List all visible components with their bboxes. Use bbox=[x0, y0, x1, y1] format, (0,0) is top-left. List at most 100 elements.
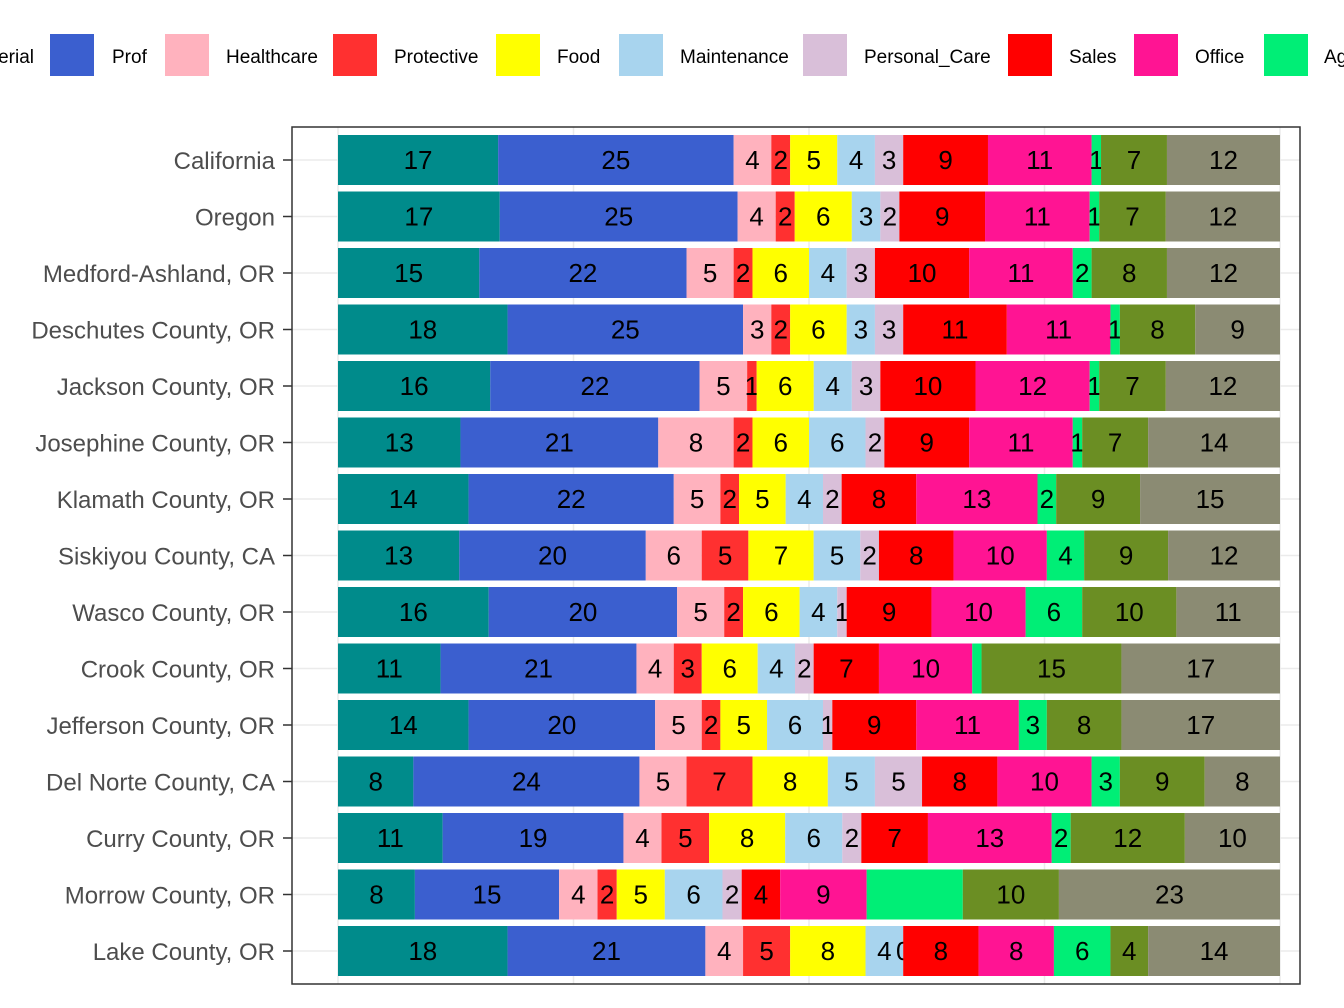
category-label: Jefferson County, OR bbox=[46, 713, 275, 740]
bar-segment bbox=[985, 191, 1090, 242]
bar-value-label: 11 bbox=[376, 654, 403, 684]
bar-segment bbox=[837, 135, 875, 185]
bar-segment bbox=[459, 530, 646, 581]
bar-value-label: 24 bbox=[512, 767, 541, 797]
bar-segment bbox=[616, 869, 665, 920]
bar-value-label: 5 bbox=[830, 541, 844, 571]
bar-value-label: 10 bbox=[964, 597, 993, 627]
bar-segment bbox=[1168, 530, 1280, 581]
bar-segment bbox=[916, 700, 1019, 750]
bar-segment bbox=[709, 813, 786, 863]
bar-segment bbox=[743, 587, 800, 637]
bar-value-label: 5 bbox=[806, 145, 820, 175]
bar-segment bbox=[440, 643, 637, 694]
bar-value-label: 5 bbox=[759, 936, 773, 966]
bar-value-label: 5 bbox=[693, 597, 707, 627]
bar-segment bbox=[1119, 304, 1196, 355]
bar-value-label: 5 bbox=[891, 767, 905, 797]
bar-segment bbox=[771, 135, 791, 185]
bar-value-label: 5 bbox=[736, 710, 750, 740]
bar-segment bbox=[338, 530, 460, 581]
bar-segment bbox=[903, 926, 979, 976]
bar-value-label: 10 bbox=[1218, 823, 1247, 853]
bar-segment bbox=[686, 756, 753, 807]
bar-segment bbox=[1051, 813, 1071, 863]
bar-value-label: 10 bbox=[1115, 597, 1144, 627]
bar-segment bbox=[701, 643, 758, 694]
bar-value-label: 11 bbox=[954, 710, 981, 740]
bar-segment bbox=[832, 700, 917, 750]
category-label: Klamath County, OR bbox=[57, 487, 275, 514]
bar-value-label: 7 bbox=[1125, 371, 1139, 401]
bar-segment bbox=[442, 813, 624, 863]
bar-segment bbox=[878, 530, 954, 581]
bar-value-label: 9 bbox=[882, 597, 896, 627]
bar-value-label: 25 bbox=[611, 315, 640, 345]
bar-segment bbox=[699, 361, 748, 411]
bar-value-label: 8 bbox=[1009, 936, 1023, 966]
bar-value-label: 6 bbox=[816, 202, 830, 232]
bar-segment bbox=[1037, 474, 1057, 524]
bar-segment bbox=[962, 869, 1059, 920]
bar-value-label: 7 bbox=[774, 541, 788, 571]
bar-value-label: 17 bbox=[1186, 710, 1215, 740]
bar-value-label: 8 bbox=[783, 767, 797, 797]
bar-segment bbox=[874, 135, 904, 185]
bar-value-label: 9 bbox=[1119, 541, 1133, 571]
bar-value-label: 7 bbox=[1127, 145, 1141, 175]
bar-segment bbox=[884, 417, 970, 468]
bar-value-label: 7 bbox=[712, 767, 726, 797]
bar-segment bbox=[1166, 248, 1280, 298]
bar-segment bbox=[1148, 926, 1280, 976]
bar-value-label: 6 bbox=[778, 371, 792, 401]
bar-segment bbox=[338, 587, 489, 637]
bar-segment bbox=[655, 700, 702, 750]
bar-value-label: 8 bbox=[368, 767, 382, 797]
bar-segment bbox=[559, 869, 598, 920]
bar-value-label: 2 bbox=[868, 428, 882, 458]
bar-segment bbox=[795, 643, 814, 694]
bar-segment bbox=[927, 813, 1052, 863]
bar-value-label: 17 bbox=[1186, 654, 1215, 684]
bar-segment bbox=[338, 361, 491, 411]
bar-value-label: 8 bbox=[689, 428, 703, 458]
bar-segment bbox=[338, 813, 443, 863]
bar-value-label: 15 bbox=[1196, 484, 1225, 514]
bar-value-label: 8 bbox=[821, 936, 835, 966]
bar-value-label: 20 bbox=[538, 541, 567, 571]
bar-segment bbox=[1046, 530, 1085, 581]
bar-value-label: 11 bbox=[1007, 428, 1034, 458]
bar-value-label: 7 bbox=[839, 654, 853, 684]
bar-value-label: 3 bbox=[681, 654, 695, 684]
legend: erial Prof Healthcare Protective Food Mainten… bbox=[0, 34, 1344, 76]
bar-value-label: 1 bbox=[745, 371, 759, 401]
bar-segment bbox=[739, 474, 786, 524]
bar-segment bbox=[460, 417, 659, 468]
bar-segment bbox=[1084, 530, 1169, 581]
bar-value-label: 5 bbox=[718, 541, 732, 571]
bar-value-label: 7 bbox=[1125, 202, 1139, 232]
bar-value-label: 11 bbox=[1045, 315, 1072, 345]
bar-value-label: 2 bbox=[736, 428, 750, 458]
bar-segment bbox=[338, 643, 441, 694]
bar-value-label: 11 bbox=[1007, 258, 1034, 288]
legend-label: Prof bbox=[112, 47, 148, 68]
legend-swatch bbox=[50, 34, 94, 76]
bar-value-label: 2 bbox=[1054, 823, 1068, 853]
bar-segment bbox=[338, 135, 499, 185]
bar-segment bbox=[468, 474, 674, 524]
bar-value-label: 15 bbox=[394, 258, 423, 288]
bar-segment bbox=[338, 474, 469, 524]
bar-value-label: 3 bbox=[859, 371, 873, 401]
bar-segment bbox=[822, 700, 833, 750]
bar-value-label: 7 bbox=[887, 823, 901, 853]
bar-segment bbox=[623, 813, 662, 863]
bar-value-label: 12 bbox=[1210, 541, 1239, 571]
bar-segment bbox=[338, 304, 508, 355]
bar-value-label: 9 bbox=[1091, 484, 1105, 514]
bar-value-label: 4 bbox=[769, 654, 783, 684]
bar-value-label: 13 bbox=[385, 428, 414, 458]
bar-value-label: 4 bbox=[1122, 936, 1136, 966]
bar-segment bbox=[775, 191, 795, 242]
